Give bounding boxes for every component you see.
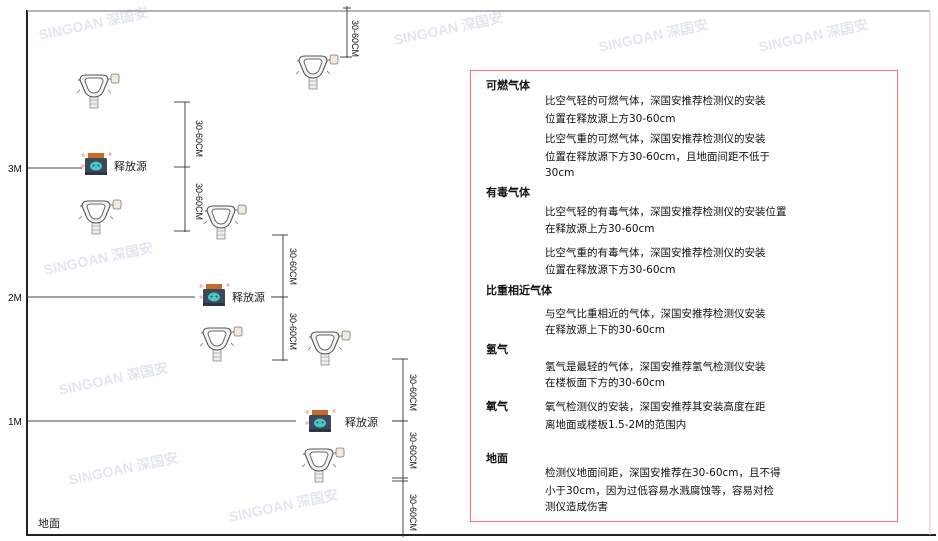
level-label: 3M (8, 164, 22, 175)
release-source-2m: 释放源 (198, 282, 283, 307)
dimension-label: 30-60CM (288, 248, 298, 285)
text-line: 在释放源上下的30-60cm (545, 323, 665, 336)
gas-detector-icon (307, 330, 351, 366)
gas-source-icon (80, 151, 113, 176)
watermarks: SINGOAN 深国安 SINGOAN 深国安 SINGOAN 深国安 SING… (37, 4, 869, 525)
text-line: 离地面或楼板1.5-2M的范围内 (545, 418, 686, 431)
text-line: 比空气轻的可燃气体，深国安推荐检测仪的安装 (545, 94, 766, 107)
level-1m: 1M (8, 417, 296, 428)
section-title-hydrogen: 氢气 (486, 342, 508, 356)
watermark: SINGOAN 深国安 (67, 449, 179, 488)
ground-label: 地面 (38, 517, 60, 530)
text-line: 在楼板面下方的30-60cm (545, 376, 665, 389)
gas-detector-icon (76, 73, 120, 109)
text-line: 比空气重的有毒气体，深国安推荐检测仪的安装 (545, 246, 766, 259)
text-line: 比空气重的可燃气体，深国安推荐检测仪的安装 (545, 132, 766, 145)
section-title-toxic: 有毒气体 (486, 185, 531, 199)
section-title-similar-density: 比重相近气体 (486, 283, 553, 297)
gas-source-icon (304, 408, 337, 433)
gas-detector-icon (295, 54, 339, 90)
dimension-label: 30-60CM (408, 494, 418, 531)
release-source-1m: 释放源 (304, 408, 403, 433)
release-source-3m: 释放源 (80, 151, 147, 176)
installation-guidelines-box: 可燃气体 比空气轻的可燃气体，深国安推荐检测仪的安装 位置在释放源上方30-60… (469, 69, 899, 523)
gas-detector-icon (199, 326, 243, 362)
watermark: SINGOAN 深国安 (37, 4, 149, 43)
watermark: SINGOAN 深国安 (227, 486, 339, 525)
dimension-label: 30-60CM (408, 432, 418, 469)
watermark: SINGOAN 深国安 (392, 9, 504, 48)
dimension-label: 30-60CM (350, 20, 360, 57)
text-line: 与空气比重相近的气体，深国安推荐检测仪安装 (545, 307, 766, 320)
gas-detector-icon (78, 199, 122, 235)
text-line: 在释放源上方30-60cm (545, 222, 655, 235)
gas-source-icon (198, 282, 231, 307)
level-3m: 3M (8, 164, 82, 175)
dimension-label: 30-60CM (408, 374, 418, 411)
dimension-lines (174, 6, 408, 537)
release-source-label: 释放源 (232, 290, 265, 304)
dimension-label: 30-60CM (288, 313, 298, 350)
text-line: 位置在释放源下方30-60cm (545, 263, 676, 276)
level-label: 1M (8, 417, 22, 428)
text-line: 30cm (545, 167, 574, 179)
text-line: 氢气是最轻的气体，深国安推荐氢气检测仪安装 (545, 360, 766, 373)
level-2m: 2M (8, 293, 195, 304)
section-title-oxygen: 氧气 (485, 399, 508, 413)
level-label: 2M (8, 293, 22, 304)
text-line: 比空气轻的有毒气体，深国安推荐检测仪的安装位置 (545, 205, 787, 218)
watermark: SINGOAN 深国安 (57, 359, 169, 398)
dimension-labels: 30-60CM 30-60CM 30-60CM 30-60CM 30-60CM … (194, 20, 418, 531)
gas-detector-icon (301, 447, 345, 483)
text-line: 位置在释放源上方30-60cm (545, 112, 676, 125)
text-line: 检测仪地面间距，深国安推荐在30-60cm，且不得 (545, 466, 781, 479)
text-line: 小于30cm，因为过低容易水溅腐蚀等，容易对检 (545, 484, 774, 497)
watermark: SINGOAN 深国安 (757, 16, 869, 55)
room-frame (26, 10, 936, 536)
watermark: SINGOAN 深国安 (597, 16, 709, 55)
release-source-label: 释放源 (114, 159, 147, 173)
release-source-label: 释放源 (345, 415, 378, 429)
watermark: SINGOAN 深国安 (42, 239, 154, 278)
gas-detector-icon (203, 204, 247, 240)
section-title-ground: 地面 (486, 451, 508, 465)
text-line: 氧气检测仪的安装，深国安推荐其安装高度在距 (545, 400, 766, 413)
dimension-label: 30-60CM (194, 120, 204, 157)
text-line: 测仪造成伤害 (545, 500, 608, 513)
dimension-label: 30-60CM (194, 183, 204, 220)
section-title-combustible: 可燃气体 (486, 78, 531, 92)
text-line: 位置在释放源下方30-60cm，且地面间距不低于 (545, 150, 770, 163)
